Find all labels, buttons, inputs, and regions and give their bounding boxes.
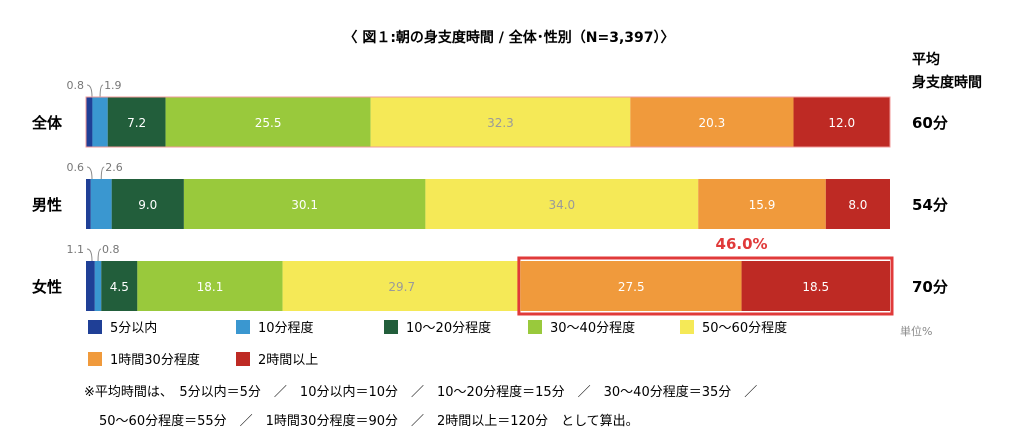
bar-segment	[520, 261, 742, 311]
small-value-label: 0.8	[67, 79, 85, 92]
bar-segment	[630, 97, 794, 147]
highlight-box	[517, 256, 894, 316]
bar-segment	[92, 97, 108, 147]
bar-segment	[101, 261, 138, 311]
leader-line	[86, 84, 93, 98]
leader-line	[86, 248, 93, 262]
average-time: 70分	[912, 278, 948, 296]
segment-value-label: 18.1	[197, 280, 224, 294]
average-header-line2: 身支度時間	[912, 74, 982, 91]
legend-swatch	[680, 320, 694, 334]
bar-segment	[111, 179, 184, 229]
segment-value-label: 18.5	[802, 280, 829, 294]
segment-value-label: 27.5	[618, 280, 645, 294]
average-time: 54分	[912, 196, 948, 214]
footnote-line2: 50～60分程度＝55分 ／ 1時間30分程度＝90分 ／ 2時間以上＝120分…	[99, 413, 639, 429]
segment-value-label: 4.5	[110, 280, 129, 294]
segment-value-label: 15.9	[749, 198, 776, 212]
segment-value-label: 20.3	[699, 116, 726, 130]
bar-segment	[370, 97, 631, 147]
unit-label: 単位%	[900, 324, 932, 338]
legend-label: 1時間30分程度	[110, 352, 200, 368]
legend-label: 10分程度	[258, 320, 314, 336]
bar-segment	[86, 261, 95, 311]
row-label: 女性	[32, 278, 62, 296]
average-header-line1: 平均	[912, 51, 940, 68]
bar-segment	[137, 261, 283, 311]
segment-value-label: 34.0	[548, 198, 575, 212]
segment-value-label: 32.3	[487, 116, 514, 130]
bar-segment	[825, 179, 890, 229]
chart-title: 〈 図１:朝の身支度時間 / 全体･性別（N=3,397）〉	[343, 29, 674, 46]
bar-segment	[741, 261, 890, 311]
small-value-label: 1.9	[104, 79, 122, 92]
legend-label: 30～40分程度	[550, 320, 635, 336]
bar-segment	[282, 261, 521, 311]
small-value-label: 0.6	[67, 161, 85, 174]
legend-swatch	[88, 352, 102, 366]
small-value-label: 1.1	[67, 243, 85, 256]
bar-segment	[90, 179, 112, 229]
legend-swatch	[384, 320, 398, 334]
segment-value-label: 9.0	[138, 198, 157, 212]
bar-segment	[94, 261, 102, 311]
leader-line	[86, 166, 93, 180]
bar-outline	[85, 96, 891, 148]
leader-line	[100, 166, 105, 180]
row-label: 全体	[31, 114, 63, 132]
legend: 5分以内 10分程度 10～20分程度 30～40分程度 50～60分程度 1時間30分程…	[88, 320, 787, 368]
segment-value-label: 12.0	[828, 116, 855, 130]
average-time: 60分	[912, 114, 948, 132]
bar-segment	[165, 97, 371, 147]
legend-label: 50～60分程度	[702, 320, 787, 336]
small-value-label: 2.6	[105, 161, 123, 174]
small-value-label: 0.8	[102, 243, 120, 256]
bar-segment	[86, 179, 91, 229]
bar-segment	[793, 97, 890, 147]
highlight-label: 46.0%	[716, 235, 768, 253]
footnote-line1: ※平均時間は、 5分以内＝5分 ／ 10分以内＝10分 ／ 10～20分程度＝1…	[84, 384, 757, 400]
leader-line	[97, 248, 102, 262]
segment-value-label: 29.7	[388, 280, 415, 294]
legend-swatch	[236, 352, 250, 366]
legend-label: 10～20分程度	[406, 320, 491, 336]
leader-line	[99, 84, 104, 98]
segment-value-label: 7.2	[127, 116, 146, 130]
segment-value-label: 8.0	[848, 198, 867, 212]
segment-value-label: 25.5	[255, 116, 282, 130]
legend-swatch	[236, 320, 250, 334]
legend-swatch	[528, 320, 542, 334]
legend-swatch	[88, 320, 102, 334]
bar-segment	[86, 97, 93, 147]
row-label: 男性	[32, 196, 62, 214]
segment-value-label: 30.1	[291, 198, 318, 212]
bar-segment	[698, 179, 826, 229]
bar-segment	[425, 179, 699, 229]
legend-label: 5分以内	[110, 320, 157, 336]
bar-segment	[107, 97, 166, 147]
bar-segment	[183, 179, 426, 229]
legend-label: 2時間以上	[258, 353, 318, 368]
